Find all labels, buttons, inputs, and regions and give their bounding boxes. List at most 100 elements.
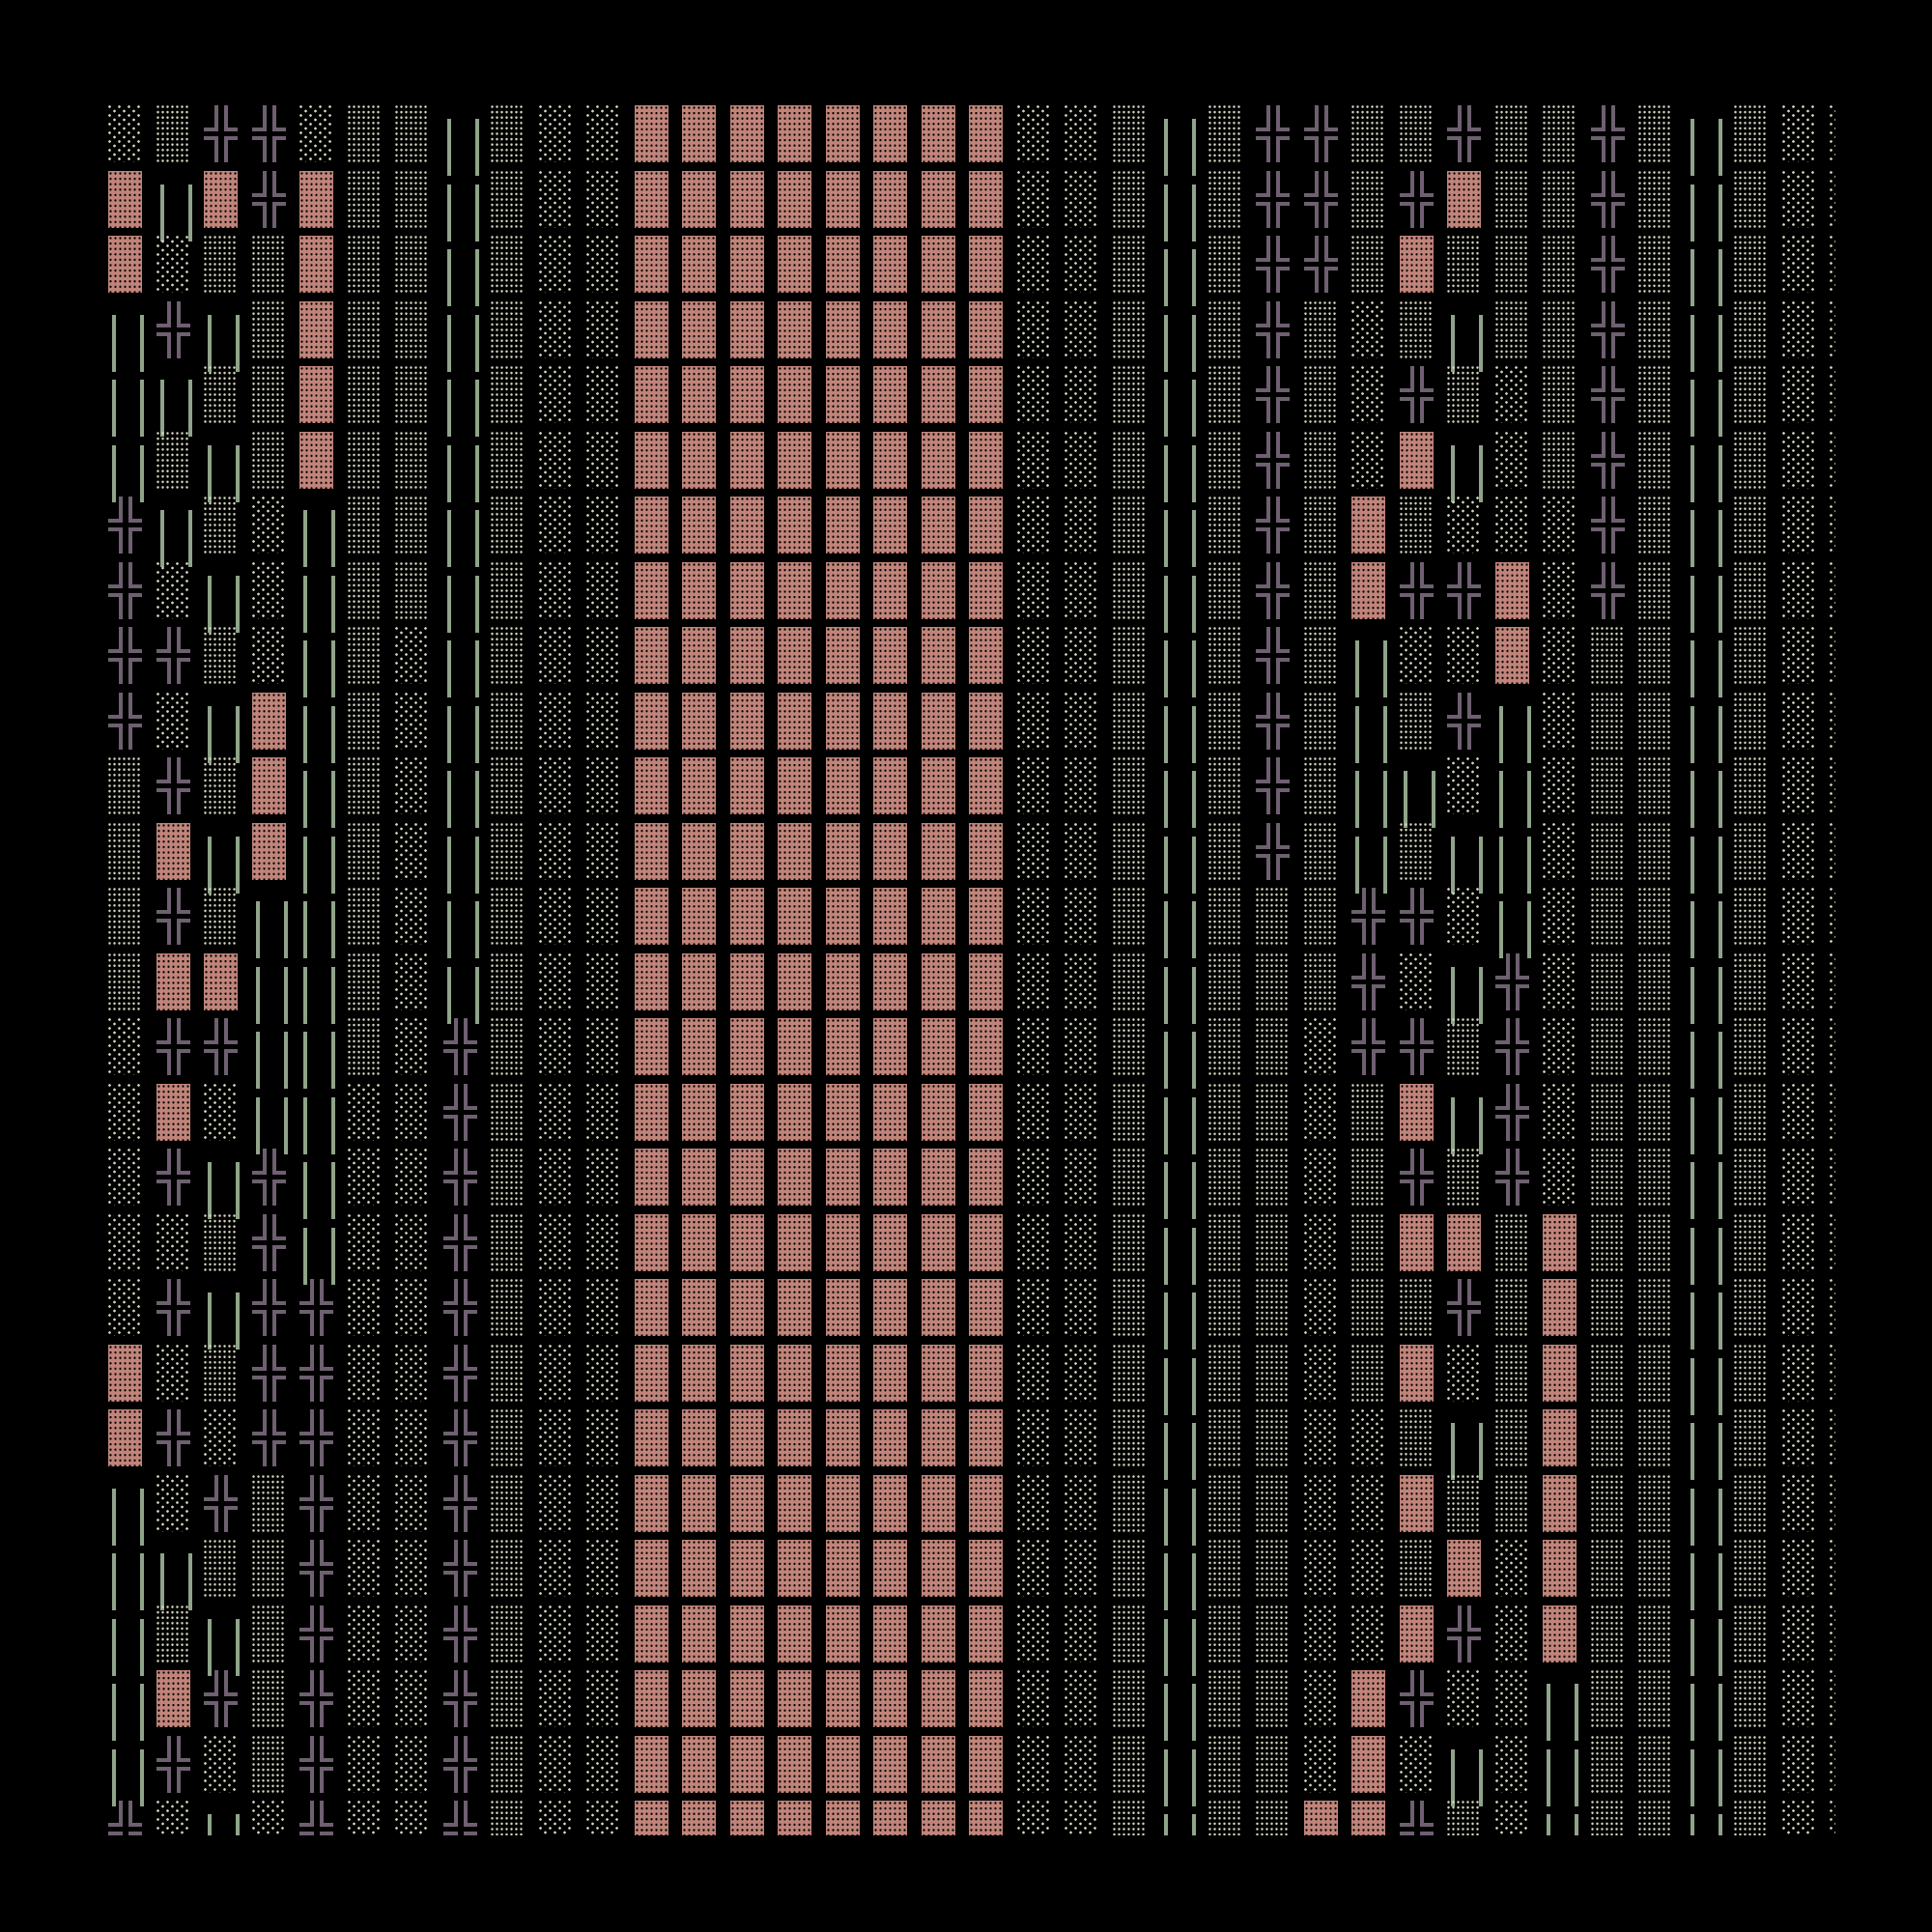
dark-shade-glyph: ▓ (682, 692, 716, 750)
medium-shade-glyph: ▒ (1638, 561, 1672, 619)
light-shade-glyph: ░ (1830, 105, 1835, 162)
double-vertical-line-glyph: ║ (108, 1488, 148, 1546)
double-cross-glyph: ╬ (1590, 497, 1625, 554)
light-shade-glyph: ░ (538, 627, 573, 684)
light-shade-glyph: ░ (538, 952, 573, 1010)
light-shade-glyph: ░ (1065, 1018, 1098, 1075)
dark-shade-glyph: ▓ (921, 105, 955, 162)
medium-shade-glyph: ▒ (1351, 105, 1385, 162)
medium-shade-glyph: ▒ (251, 300, 286, 358)
medium-shade-glyph: ▒ (204, 236, 238, 293)
double-cross-glyph: ╬ (1590, 561, 1625, 619)
medium-shade-glyph: ▒ (1734, 952, 1768, 1010)
double-vertical-line-glyph: ║ (442, 901, 483, 958)
medium-shade-glyph: ▒ (491, 1735, 525, 1793)
medium-shade-glyph: ▒ (108, 952, 142, 1010)
medium-shade-glyph: ▒ (1112, 1735, 1147, 1793)
dark-shade-glyph: ▓ (825, 1605, 860, 1662)
medium-shade-glyph: ▒ (1447, 1149, 1481, 1206)
medium-shade-glyph: ▒ (1494, 236, 1529, 293)
light-shade-glyph: ░ (586, 1801, 620, 1835)
dark-shade-glyph: ▓ (969, 497, 1003, 554)
medium-shade-glyph: ▒ (491, 300, 525, 358)
double-cross-glyph: ╬ (442, 1213, 477, 1271)
light-shade-glyph: ░ (156, 561, 190, 619)
double-vertical-line-glyph: ║ (1686, 1032, 1726, 1089)
dark-shade-glyph: ▓ (108, 1409, 142, 1466)
medium-shade-glyph: ▒ (1638, 757, 1672, 814)
double-cross-glyph: ╬ (1447, 1605, 1481, 1662)
light-shade-glyph: ░ (1494, 1540, 1529, 1597)
light-shade-glyph: ░ (1016, 1344, 1051, 1402)
light-shade-glyph: ░ (395, 692, 429, 750)
medium-shade-glyph: ▒ (395, 561, 429, 619)
dark-shade-glyph: ▓ (1543, 1279, 1577, 1336)
medium-shade-glyph: ▒ (1208, 236, 1242, 293)
dark-shade-glyph: ▓ (729, 170, 764, 228)
dark-shade-glyph: ▓ (778, 1670, 811, 1727)
medium-shade-glyph: ▒ (1208, 757, 1242, 814)
light-shade-glyph: ░ (251, 561, 286, 619)
dark-shade-glyph: ▓ (921, 300, 955, 358)
double-vertical-line-glyph: ║ (1447, 966, 1487, 1024)
medium-shade-glyph: ▒ (1734, 1409, 1768, 1466)
double-vertical-line-glyph: ║ (442, 575, 483, 633)
medium-shade-glyph: ▒ (1734, 1801, 1768, 1835)
medium-shade-glyph: ▒ (1734, 1149, 1768, 1206)
double-vertical-line-glyph: ║ (1399, 771, 1439, 828)
double-vertical-line-glyph: ║ (204, 314, 243, 372)
dark-shade-glyph: ▓ (108, 170, 142, 228)
dark-shade-glyph: ▓ (873, 692, 907, 750)
light-shade-glyph: ░ (538, 1409, 573, 1466)
double-vertical-line-glyph: ║ (1160, 1096, 1200, 1154)
dark-shade-glyph: ▓ (969, 366, 1003, 423)
light-shade-glyph: ░ (1065, 170, 1098, 228)
dark-shade-glyph: ▓ (921, 431, 955, 489)
dark-shade-glyph: ▓ (634, 105, 668, 162)
dark-shade-glyph: ▓ (729, 1149, 764, 1206)
dark-shade-glyph: ▓ (873, 366, 907, 423)
dark-shade-glyph: ▓ (1351, 561, 1385, 619)
dark-shade-glyph: ▓ (825, 105, 860, 162)
light-shade-glyph: ░ (1065, 1540, 1098, 1597)
dark-shade-glyph: ▓ (1303, 1801, 1338, 1835)
medium-shade-glyph: ▒ (1256, 1801, 1290, 1835)
medium-shade-glyph: ▒ (1303, 692, 1338, 750)
light-shade-glyph: ░ (1065, 952, 1098, 1010)
double-vertical-line-glyph: ║ (1686, 1618, 1726, 1676)
double-cross-glyph: ╬ (1447, 692, 1481, 750)
light-shade-glyph: ░ (538, 105, 573, 162)
dark-shade-glyph: ▓ (1447, 1540, 1481, 1597)
light-shade-glyph: ░ (395, 1474, 429, 1532)
medium-shade-glyph: ▒ (1638, 1279, 1672, 1336)
medium-shade-glyph: ▒ (1638, 822, 1672, 880)
light-shade-glyph: ░ (347, 1213, 382, 1271)
medium-shade-glyph: ▒ (1447, 1801, 1481, 1835)
double-vertical-line-glyph: ║ (1160, 1618, 1200, 1676)
light-shade-glyph: ░ (1351, 1605, 1385, 1662)
light-shade-glyph: ░ (1065, 236, 1098, 293)
dark-shade-glyph: ▓ (921, 952, 955, 1010)
dark-shade-glyph: ▓ (729, 236, 764, 293)
dark-shade-glyph: ▓ (969, 1213, 1003, 1271)
double-vertical-line-glyph: ║ (1494, 836, 1535, 894)
double-cross-glyph: ╬ (442, 1083, 477, 1141)
light-shade-glyph: ░ (1065, 822, 1098, 880)
double-vertical-line-glyph: ║ (1160, 510, 1200, 567)
dark-shade-glyph: ▓ (921, 1083, 955, 1141)
light-shade-glyph: ░ (1781, 1213, 1816, 1271)
medium-shade-glyph: ▒ (491, 431, 525, 489)
light-shade-glyph: ░ (1065, 1149, 1098, 1206)
medium-shade-glyph: ▒ (1399, 105, 1434, 162)
double-vertical-line-glyph: ║ (1686, 1227, 1726, 1285)
double-cross-glyph: ╬ (299, 1474, 333, 1532)
light-shade-glyph: ░ (1543, 692, 1577, 750)
light-shade-glyph: ░ (1016, 1801, 1051, 1835)
double-cross-glyph: ╬ (251, 1279, 286, 1336)
light-shade-glyph: ░ (1351, 431, 1385, 489)
double-vertical-line-glyph: ║ (251, 966, 292, 1024)
dark-shade-glyph: ▓ (921, 757, 955, 814)
dark-shade-glyph: ▓ (969, 627, 1003, 684)
light-shade-glyph: ░ (347, 1670, 382, 1727)
medium-shade-glyph: ▒ (108, 822, 142, 880)
